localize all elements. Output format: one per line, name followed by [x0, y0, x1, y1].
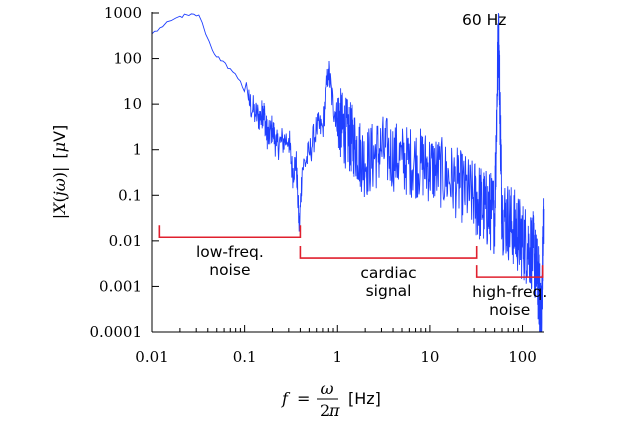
y-label-bar: |: [50, 214, 69, 219]
y-label-mu: μ: [50, 142, 69, 152]
y-label-paren-open: (: [50, 196, 69, 202]
y-tick-label: 100: [113, 50, 142, 68]
bracket-high: [475, 265, 544, 278]
bracket-cardiac: [299, 246, 478, 259]
annotation-60hz: 60 Hz: [462, 11, 506, 29]
y-label-unit-V: V]: [50, 125, 69, 142]
annotation-cardiac-line: cardiac: [360, 264, 416, 282]
y-tick-label: 0.0001: [90, 323, 143, 341]
x-label-numerator: ω: [320, 379, 333, 398]
y-label-j: j: [50, 191, 69, 199]
x-axis-label: f = ω 2 π [Hz]: [281, 379, 381, 420]
annotation-low-line: noise: [209, 261, 250, 279]
x-label-eq: =: [297, 389, 310, 408]
series-line: [151, 12, 545, 333]
y-axis-label: |X(jω)| [μV]: [50, 125, 69, 220]
annotation-low-line: low-freq.: [196, 243, 264, 261]
x-tick-label: 0.01: [135, 348, 168, 366]
x-tick-label: 1: [332, 348, 342, 366]
bracket-low: [158, 225, 302, 239]
plot-area: [151, 12, 545, 333]
y-label-paren-close: )|: [50, 167, 69, 179]
tick-labels: 1000 100 10 1 0.1 0.01 0.001 0.0001 0.01 0.1 1 10 10…: [90, 4, 537, 366]
y-tick-label: 0.1: [118, 186, 142, 204]
y-tick-label: 0.001: [99, 277, 142, 295]
y-tick-label: 0.01: [109, 232, 142, 250]
x-tick-label: 0.1: [233, 348, 257, 366]
y-tick-label: 1: [132, 141, 142, 159]
annotation-cardiac-line: signal: [366, 282, 412, 300]
annotation-high-line: high-freq.: [472, 283, 547, 301]
x-label-f: f: [281, 389, 291, 408]
x-tick-label: 10: [420, 348, 439, 366]
x-label-den-pi: π: [328, 401, 340, 420]
y-label-X: X: [50, 202, 69, 216]
x-label-unit: [Hz]: [348, 389, 381, 408]
y-tick-label: 10: [123, 95, 142, 113]
y-label-omega: ω: [50, 178, 69, 191]
axes: [151, 12, 544, 333]
annotation-high-line: noise: [489, 301, 530, 319]
x-tick-label: 100: [508, 348, 537, 366]
y-label-unit-open: [: [50, 152, 69, 158]
y-tick-label: 1000: [104, 4, 142, 22]
x-label-den-two: 2: [320, 401, 330, 420]
